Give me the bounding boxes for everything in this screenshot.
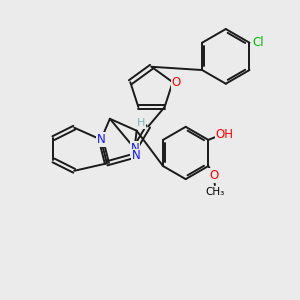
Text: N: N bbox=[132, 149, 140, 162]
Text: O: O bbox=[172, 76, 181, 89]
Text: N: N bbox=[97, 133, 105, 146]
Text: H: H bbox=[136, 118, 145, 128]
Text: O: O bbox=[209, 169, 218, 182]
Text: N: N bbox=[130, 142, 139, 155]
Text: CH₃: CH₃ bbox=[205, 187, 224, 197]
Text: Cl: Cl bbox=[252, 36, 264, 49]
Text: OH: OH bbox=[216, 128, 234, 141]
